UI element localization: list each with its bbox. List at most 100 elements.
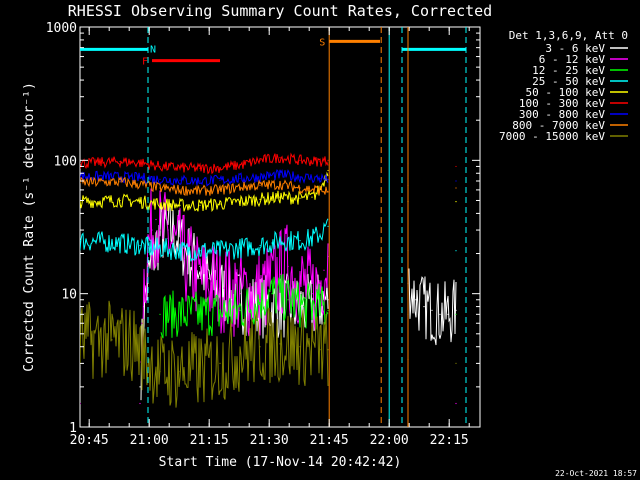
data-point xyxy=(271,293,273,295)
y-tick-label: 1000 xyxy=(46,21,77,36)
data-point xyxy=(159,178,161,180)
series-100-300-kev xyxy=(80,152,457,175)
legend-entry: 6 - 12 keV xyxy=(539,53,606,66)
data-point xyxy=(179,250,181,252)
data-point xyxy=(199,180,201,182)
data-point xyxy=(159,229,161,231)
data-point xyxy=(139,201,141,203)
data-point xyxy=(311,293,313,295)
data-point xyxy=(80,201,81,203)
data-point xyxy=(80,402,81,405)
data-point xyxy=(279,174,281,176)
y-axis-label: Corrected Count Rate (s⁻¹ detector⁻¹) xyxy=(22,82,37,372)
data-point xyxy=(219,203,221,205)
data-point xyxy=(159,371,161,373)
data-point xyxy=(159,313,161,315)
series-line xyxy=(80,152,329,175)
series-50-100-kev xyxy=(80,169,457,213)
flag-layer: NF S xyxy=(80,37,466,68)
data-point xyxy=(455,180,457,182)
data-point xyxy=(279,273,281,275)
data-point xyxy=(219,167,221,169)
data-point xyxy=(327,299,329,301)
data-point xyxy=(199,277,201,280)
data-point xyxy=(119,176,121,178)
legend-entry: 3 - 6 keV xyxy=(545,42,605,55)
data-point xyxy=(139,177,141,179)
series-300-800-kev xyxy=(80,168,457,187)
data-point xyxy=(199,167,201,169)
data-point xyxy=(80,162,81,164)
data-point xyxy=(327,191,329,193)
x-tick-label: 21:45 xyxy=(310,433,349,448)
data-point xyxy=(311,237,313,239)
data-point xyxy=(159,165,161,168)
data-point xyxy=(139,162,141,164)
data-point xyxy=(119,160,121,163)
data-point xyxy=(80,240,81,242)
data-point xyxy=(239,247,241,249)
data-point xyxy=(319,189,321,191)
data-point xyxy=(455,187,457,189)
data-point xyxy=(167,237,169,239)
data-point xyxy=(279,183,281,185)
series-line xyxy=(80,218,329,262)
data-point xyxy=(179,179,181,181)
data-point xyxy=(155,218,157,221)
data-point xyxy=(279,305,281,308)
data-point xyxy=(159,203,161,205)
data-point xyxy=(239,177,241,180)
data-point xyxy=(259,159,261,161)
data-point xyxy=(191,269,193,271)
y-tick-label: 1 xyxy=(69,421,77,436)
data-point xyxy=(135,343,137,345)
data-point xyxy=(455,165,457,168)
data-point xyxy=(319,233,321,235)
data-point xyxy=(279,240,281,242)
data-point xyxy=(455,201,457,203)
data-point xyxy=(239,293,241,295)
data-point xyxy=(299,159,301,161)
data-point xyxy=(199,190,201,192)
data-point xyxy=(287,265,289,268)
data-point xyxy=(199,204,201,206)
plot-frame xyxy=(79,26,481,428)
data-point xyxy=(311,196,313,198)
data-point xyxy=(415,299,417,301)
data-point xyxy=(319,160,321,163)
data-point xyxy=(119,181,121,183)
data-point xyxy=(327,178,329,180)
data-point xyxy=(299,176,301,178)
x-tick-label: 22:00 xyxy=(370,433,409,448)
legend-entry: 100 - 300 keV xyxy=(519,97,605,110)
legend-entry: 25 - 50 keV xyxy=(532,75,605,88)
data-point xyxy=(259,244,261,247)
data-point xyxy=(80,339,81,341)
data-point xyxy=(139,386,141,388)
data-point xyxy=(431,309,433,311)
data-point xyxy=(80,182,81,184)
data-point xyxy=(159,187,161,189)
data-point xyxy=(299,187,301,189)
x-tick-label: 20:45 xyxy=(70,433,109,448)
chart-title: RHESSI Observing Summary Count Rates, Co… xyxy=(68,2,492,20)
data-point xyxy=(119,199,121,202)
data-point xyxy=(175,247,177,249)
data-point xyxy=(259,176,261,178)
data-point xyxy=(151,229,153,231)
series-layer xyxy=(80,152,457,408)
y-axis: 1 10 100 1000 xyxy=(46,21,480,436)
data-point xyxy=(219,179,221,181)
data-point xyxy=(319,177,321,180)
data-point xyxy=(455,402,457,405)
data-point xyxy=(299,282,301,284)
x-tick-label: 21:30 xyxy=(250,433,289,448)
series-7000-15000-kev xyxy=(80,300,457,408)
data-point xyxy=(259,184,261,186)
x-axis-label: Start Time (17-Nov-14 20:42:42) xyxy=(159,455,402,470)
legend-entry: 800 - 7000 keV xyxy=(512,119,605,132)
data-point xyxy=(319,282,321,284)
vline-layer xyxy=(147,27,467,427)
data-point xyxy=(447,313,449,315)
